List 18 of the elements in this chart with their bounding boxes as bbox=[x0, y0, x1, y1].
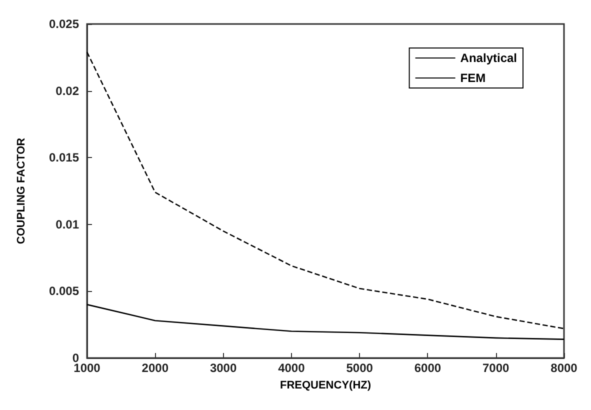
legend-label: Analytical bbox=[460, 51, 518, 65]
x-tick-label: 6000 bbox=[414, 361, 442, 375]
x-tick-label: 8000 bbox=[550, 361, 578, 375]
y-tick-label: 0.01 bbox=[56, 217, 80, 232]
x-axis-title: FREQUENCY(HZ) bbox=[280, 380, 372, 392]
x-tick-label: 5000 bbox=[346, 361, 374, 375]
x-tick-label: 4000 bbox=[278, 361, 306, 375]
line-series bbox=[86, 51, 565, 330]
y-axis-title: COUPLING FACTOR bbox=[16, 138, 28, 244]
y-tick-label: 0.02 bbox=[56, 84, 80, 98]
legend-label: FEM bbox=[460, 71, 486, 85]
line-series bbox=[86, 304, 565, 340]
y-tick-label: 0.015 bbox=[48, 150, 80, 165]
y-tick-label: 0.025 bbox=[48, 17, 80, 31]
x-tick-label: 7000 bbox=[482, 361, 510, 375]
y-tick-label: 0.005 bbox=[48, 284, 80, 298]
x-tick-label: 2000 bbox=[142, 361, 169, 375]
x-tick-label: 3000 bbox=[210, 361, 237, 375]
